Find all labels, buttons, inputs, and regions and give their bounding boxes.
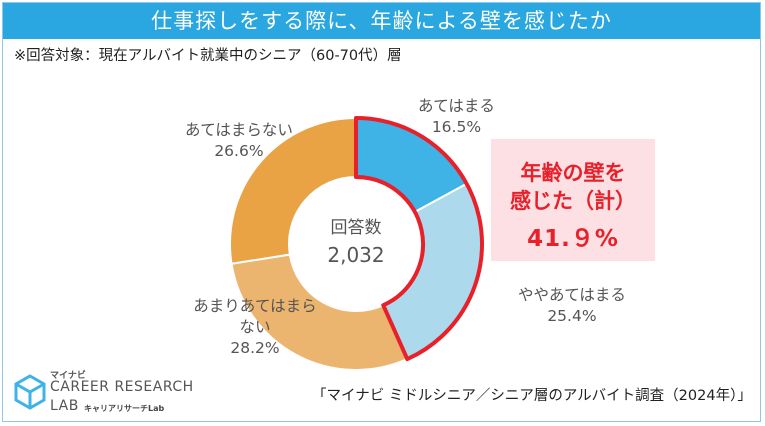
pie-slice-2 bbox=[381, 182, 483, 361]
callout-line2: 感じた（計） bbox=[510, 189, 636, 213]
logo-line1: CAREER RESEARCH bbox=[50, 379, 194, 395]
pie-slice-4 bbox=[229, 116, 357, 265]
slice-name: あまりあてはまら bbox=[193, 297, 317, 315]
slice-name-continued: ない bbox=[239, 318, 271, 336]
callout-value: 41.９% bbox=[527, 226, 619, 252]
subtitle: ※回答対象：現在アルバイト就業中のシニア（60-70代）層 bbox=[14, 48, 402, 64]
slice-name: あてはまる bbox=[418, 97, 495, 115]
logo-line3: キャリアリサーチLab bbox=[84, 404, 165, 413]
slice-label-yaya: ややあてはまる 25.4% bbox=[518, 285, 626, 327]
center-label: 回答数 bbox=[330, 218, 382, 238]
highlight-outline bbox=[354, 116, 484, 362]
slice-percent: 16.5% bbox=[431, 118, 482, 136]
slice-percent: 26.6% bbox=[214, 142, 264, 160]
slice-name: ややあてはまる bbox=[518, 286, 626, 304]
source-note: 「マイナビ ミドルシニア／シニア層のアルバイト調査（2024年）」 bbox=[312, 388, 752, 404]
slice-label-atehamaranai: あてはまらない 26.6% bbox=[185, 120, 293, 162]
slice-percent: 25.4% bbox=[547, 307, 597, 325]
slice-name: あてはまらない bbox=[185, 121, 293, 139]
cube-logo-icon bbox=[14, 374, 46, 410]
highlight-callout: 年齢の壁を 感じた（計） 41.９% bbox=[491, 139, 655, 261]
logo-line2: LAB bbox=[50, 398, 79, 414]
pie-slice-3 bbox=[230, 253, 409, 371]
slice-label-atehamaru: あてはまる 16.5% bbox=[418, 96, 495, 138]
career-research-lab-logo: マイナビ CAREER RESEARCH LAB キャリアリサーチLab bbox=[10, 366, 200, 422]
chart-title: 仕事探しをする際に、年齢による壁を感じたか bbox=[3, 3, 760, 39]
center-total: 2,032 bbox=[327, 243, 385, 267]
logo-brand: マイナビ bbox=[50, 371, 86, 381]
slice-label-amari: あまりあてはまら ない 28.2% bbox=[180, 296, 330, 359]
slice-percent: 28.2% bbox=[230, 339, 280, 357]
outer-frame bbox=[2, 2, 761, 422]
callout-line1: 年齢の壁を bbox=[520, 161, 626, 185]
